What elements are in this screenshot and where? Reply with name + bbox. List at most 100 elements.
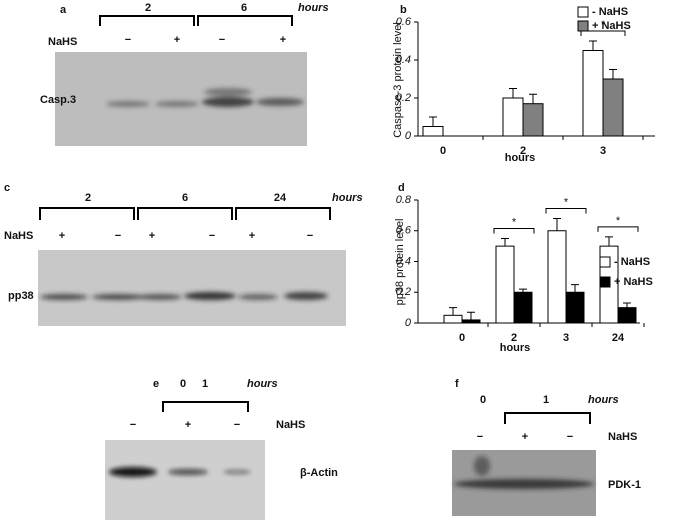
bar bbox=[502, 97, 524, 137]
y-tick-label: 0.6 bbox=[396, 225, 412, 237]
blot bbox=[38, 250, 346, 326]
protein-label: pp38 bbox=[8, 290, 34, 302]
sign: + bbox=[249, 230, 255, 242]
error-bar bbox=[519, 288, 527, 293]
treatment-label: NaHS bbox=[48, 36, 77, 48]
error-bar bbox=[571, 284, 579, 293]
sign: + bbox=[185, 419, 191, 431]
bar bbox=[522, 103, 544, 137]
sign: − bbox=[115, 230, 121, 242]
x-tick-label: 2 bbox=[520, 145, 526, 157]
bracket bbox=[504, 412, 591, 424]
sign: + bbox=[174, 34, 180, 46]
blot bbox=[105, 440, 265, 520]
group-label: 2 bbox=[85, 192, 91, 204]
y-tick-label: 0.6 bbox=[396, 16, 412, 28]
sign: − bbox=[234, 419, 240, 431]
x-tick-label: 24 bbox=[612, 332, 625, 344]
error-bar bbox=[605, 236, 613, 247]
sign: − bbox=[130, 419, 136, 431]
bracket bbox=[39, 207, 331, 220]
group-label: 0 bbox=[480, 394, 486, 406]
significance-mark: * bbox=[564, 196, 569, 208]
error-bar bbox=[623, 302, 631, 308]
error-bar bbox=[529, 93, 537, 104]
panel-letter: d bbox=[398, 182, 405, 194]
legend-swatch bbox=[599, 256, 611, 268]
bands bbox=[106, 88, 304, 107]
group-label: 1 bbox=[202, 378, 208, 390]
bar bbox=[617, 307, 637, 324]
y-axis-title: pp38 protein level bbox=[394, 219, 406, 306]
bar bbox=[582, 50, 604, 137]
sign: + bbox=[280, 34, 286, 46]
treatment-label: NaHS bbox=[608, 431, 637, 443]
significance-mark: * bbox=[601, 19, 606, 31]
significance-bracket bbox=[493, 227, 535, 234]
group-label: 1 bbox=[543, 394, 549, 406]
legend-label: - NaHS bbox=[592, 6, 628, 18]
error-bar bbox=[609, 69, 617, 79]
error-bar bbox=[501, 237, 509, 247]
group-label: 24 bbox=[274, 192, 287, 204]
sign: − bbox=[125, 34, 131, 46]
group-label: 0 bbox=[180, 378, 186, 390]
bar bbox=[422, 126, 444, 137]
legend-swatch bbox=[577, 6, 589, 18]
treatment-label: NaHS bbox=[276, 419, 305, 431]
x-tick-label: 3 bbox=[563, 332, 569, 344]
time-unit: hours bbox=[247, 378, 278, 390]
protein-label: Casp.3 bbox=[40, 94, 76, 106]
legend-label: + NaHS bbox=[614, 276, 653, 288]
legend-label: + NaHS bbox=[592, 20, 631, 32]
panel-letter: b bbox=[400, 4, 407, 16]
y-tick-label: 0 bbox=[405, 317, 412, 329]
panel-letter: c bbox=[4, 182, 10, 194]
significance-mark: * bbox=[512, 216, 517, 228]
bands bbox=[40, 292, 328, 300]
error-bar bbox=[429, 116, 437, 127]
legend-swatch bbox=[599, 276, 611, 288]
bar bbox=[513, 291, 533, 324]
error-bar bbox=[589, 40, 597, 51]
sign: − bbox=[209, 230, 215, 242]
error-bar bbox=[449, 307, 457, 316]
sign: − bbox=[567, 431, 573, 443]
blot-panel: c 2 6 24 hours NaHS + − + − + − pp38 bbox=[4, 182, 363, 326]
group-label: 2 bbox=[145, 2, 151, 14]
time-unit: hours bbox=[588, 394, 619, 406]
panel-letter: e bbox=[153, 378, 159, 390]
sign: + bbox=[149, 230, 155, 242]
sign: + bbox=[522, 431, 528, 443]
x-tick-label: 2 bbox=[511, 332, 517, 344]
charts: b 0 0.2 0.4 0.6 0 2 3 hours Caspase-3 protein lev… bbox=[392, 4, 655, 354]
bar bbox=[602, 78, 624, 137]
panel-letter: a bbox=[60, 4, 67, 16]
protein-label: β-Actin bbox=[300, 467, 338, 479]
bands bbox=[109, 467, 251, 477]
legend-swatch bbox=[577, 20, 589, 32]
y-tick-label: 0.2 bbox=[396, 286, 411, 298]
time-unit: hours bbox=[332, 192, 363, 204]
bar bbox=[565, 291, 585, 324]
protein-label: PDK-1 bbox=[608, 479, 641, 491]
y-tick-label: 0.8 bbox=[396, 194, 412, 206]
bracket bbox=[162, 401, 249, 412]
error-bar bbox=[467, 311, 475, 320]
significance-bracket bbox=[580, 30, 626, 36]
y-tick-label: 0.4 bbox=[396, 255, 411, 267]
error-bar bbox=[553, 217, 561, 231]
sign: − bbox=[219, 34, 225, 46]
error-bar bbox=[509, 88, 517, 98]
x-tick-label: 3 bbox=[600, 145, 606, 157]
time-unit: hours bbox=[298, 2, 329, 14]
y-axis-title: Caspase-3 protein level bbox=[392, 22, 404, 138]
x-axis-title: hours bbox=[500, 342, 531, 354]
significance-bracket bbox=[545, 207, 587, 214]
significance-mark: * bbox=[616, 215, 621, 227]
y-tick-label: 0.4 bbox=[396, 54, 411, 66]
legend-label: - NaHS bbox=[614, 256, 650, 268]
sign: − bbox=[477, 431, 483, 443]
bar bbox=[443, 314, 463, 324]
